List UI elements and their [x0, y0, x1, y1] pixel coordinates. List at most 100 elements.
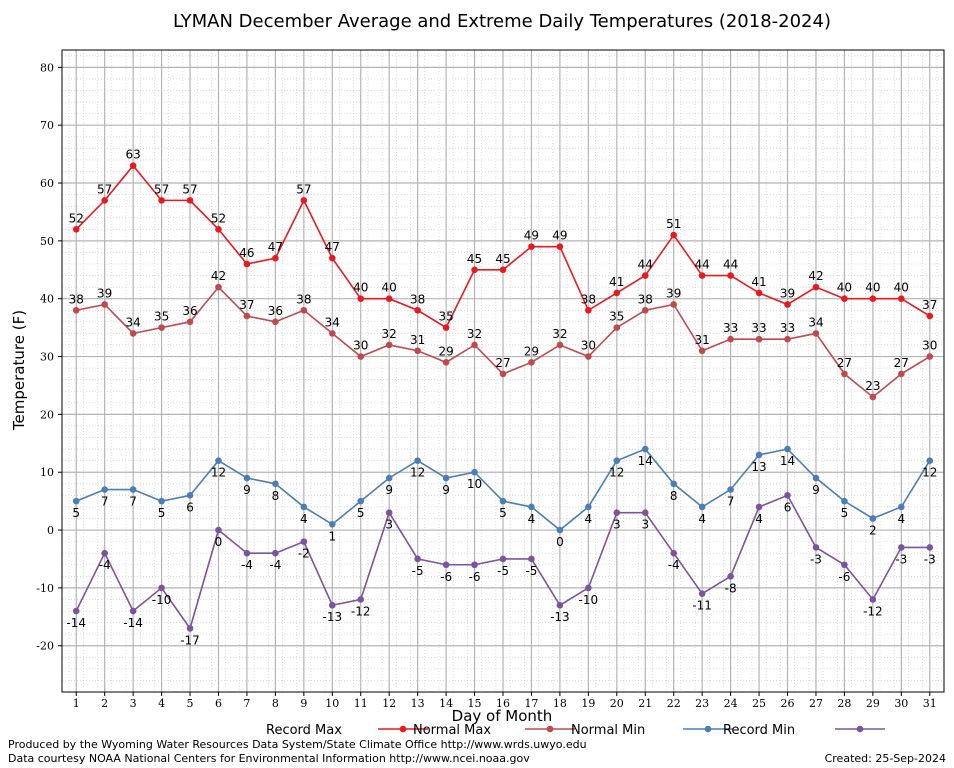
x-tick-label: 4 — [158, 697, 165, 710]
x-tick-label: 8 — [272, 697, 279, 710]
data-label: 36 — [182, 304, 197, 318]
data-label: 40 — [894, 281, 909, 295]
data-label: -13 — [322, 610, 342, 624]
data-point — [898, 503, 905, 511]
data-point — [471, 341, 478, 349]
footer-produced-by: Produced by the Wyoming Water Resources … — [8, 738, 587, 751]
data-label: -13 — [550, 610, 570, 624]
data-point — [158, 584, 165, 592]
data-label: 30 — [922, 339, 937, 353]
data-point — [272, 254, 279, 262]
data-label: -10 — [152, 593, 172, 607]
data-label: 33 — [723, 321, 738, 335]
data-point — [898, 370, 905, 378]
data-point — [556, 341, 564, 349]
data-point — [129, 162, 137, 169]
data-label: 29 — [524, 344, 539, 358]
data-label: 5 — [499, 506, 507, 520]
data-label: 38 — [638, 292, 653, 306]
x-tick-label: 24 — [724, 697, 738, 710]
data-label: -3 — [924, 552, 936, 566]
data-label: 7 — [727, 495, 735, 509]
legend-item: Normal Min — [571, 723, 733, 738]
data-point — [129, 486, 137, 493]
data-point — [414, 306, 421, 314]
y-tick-label: 0 — [47, 524, 54, 537]
data-label: 6 — [784, 500, 792, 514]
data-label: -14 — [123, 616, 143, 630]
series-normal-max: 38 39 34 35 36 42 37 36 38 34 30 32 31 29 32 27 29 32 30 35… — [69, 269, 937, 401]
data-point — [812, 544, 820, 551]
data-point — [385, 474, 393, 482]
data-point — [442, 474, 450, 482]
data-point — [357, 353, 365, 360]
data-point — [641, 306, 649, 314]
data-label: 46 — [239, 246, 254, 260]
chart-title: LYMAN December Average and Extreme Daily… — [173, 11, 831, 32]
data-label: 2 — [869, 523, 877, 537]
data-label: 52 — [211, 211, 226, 225]
data-point — [670, 549, 678, 557]
series-normal-min: 5 7 7 5 6 12 9 8 4 1 5 9 12 9 10 5 4 0 4 12 14 8 4 7 13 14 9 5 2 4 12 — [72, 445, 937, 549]
data-point — [898, 544, 905, 551]
data-point — [215, 225, 222, 233]
data-point — [812, 474, 820, 482]
data-point — [186, 492, 194, 499]
x-tick-label: 22 — [667, 697, 681, 710]
data-point — [727, 272, 734, 279]
data-label: -6 — [440, 570, 452, 584]
data-label: 4 — [300, 512, 308, 526]
x-axis-label: Day of Month — [452, 707, 553, 725]
data-label: -6 — [469, 570, 481, 584]
footer-created: Created: 25-Sep-2024 — [825, 752, 946, 765]
y-tick-label: 30 — [40, 351, 54, 364]
x-tick-label: 27 — [809, 697, 823, 710]
data-label: -8 — [725, 581, 737, 595]
data-label: 37 — [922, 298, 937, 312]
data-label: 34 — [325, 315, 340, 329]
data-point — [101, 301, 108, 308]
data-label: 23 — [865, 379, 880, 393]
y-tick-label: 80 — [40, 61, 54, 74]
data-point — [328, 601, 336, 609]
data-label: -17 — [180, 633, 200, 647]
data-label: 49 — [552, 229, 567, 243]
data-point — [243, 312, 251, 320]
data-point — [926, 312, 934, 320]
data-point — [357, 596, 365, 603]
data-point — [72, 497, 80, 505]
data-label: 32 — [382, 327, 397, 341]
legend-item: Normal Max — [413, 723, 575, 738]
data-point — [784, 445, 791, 453]
data-point — [926, 457, 934, 464]
y-tick-label: 10 — [40, 466, 54, 479]
data-point — [300, 306, 308, 314]
data-point — [613, 289, 621, 297]
data-label: 34 — [125, 315, 140, 329]
data-label: -3 — [895, 552, 907, 566]
data-label: 30 — [353, 339, 368, 353]
data-label: 3 — [613, 518, 621, 532]
data-point — [471, 266, 478, 274]
data-label: -12 — [863, 604, 883, 618]
data-point — [471, 561, 478, 569]
data-label: 27 — [837, 356, 852, 370]
legend-swatch-marker — [399, 725, 407, 733]
data-point — [841, 295, 848, 303]
data-label: 41 — [609, 275, 624, 289]
data-label: 39 — [666, 286, 681, 300]
data-point — [357, 497, 365, 505]
x-tick-label: 9 — [300, 697, 307, 710]
x-tick-label: 1 — [73, 697, 80, 710]
data-label: 4 — [898, 512, 906, 526]
data-point — [698, 272, 706, 279]
x-tick-label: 12 — [382, 697, 396, 710]
data-point — [528, 359, 535, 366]
data-point — [613, 457, 621, 464]
x-tick-label: 23 — [695, 697, 709, 710]
data-point — [585, 353, 592, 360]
data-label: 52 — [69, 211, 84, 225]
data-label: -6 — [838, 570, 850, 584]
